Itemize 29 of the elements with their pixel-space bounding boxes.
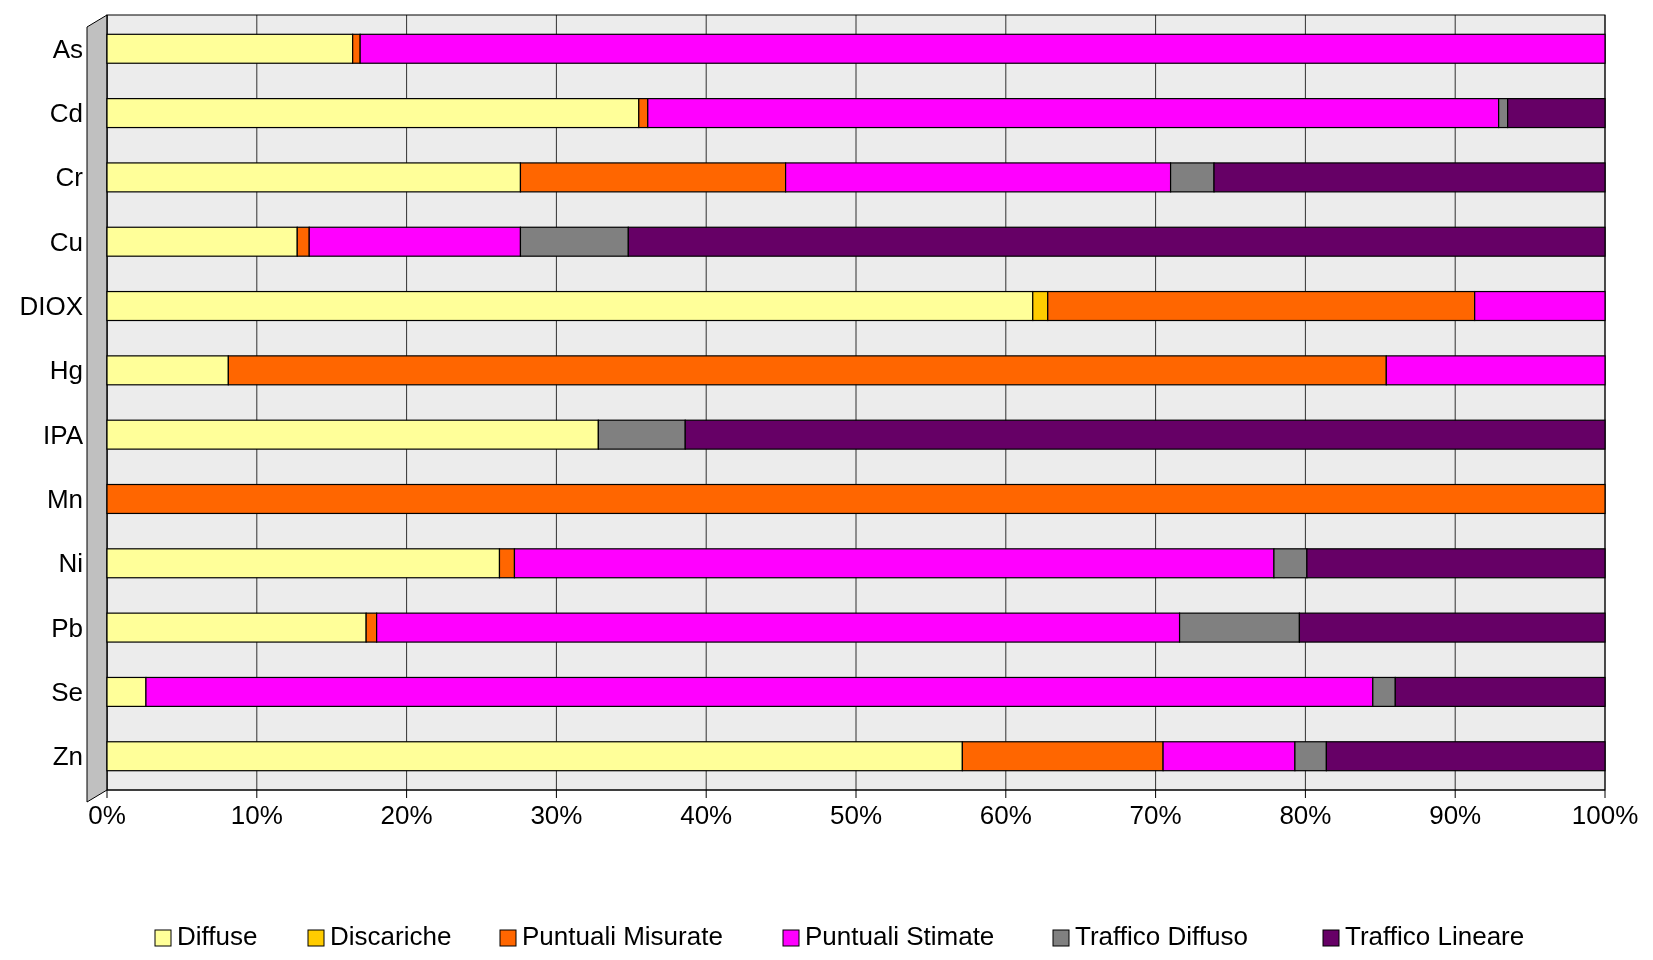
y-tick-label: DIOX [19, 291, 83, 322]
x-tick-label: 80% [1279, 800, 1332, 830]
x-tick-label: 50% [829, 800, 883, 830]
x-tick-label: 100% [1571, 800, 1639, 830]
x-tick-label: 20% [380, 800, 433, 830]
x-tick-label: 30% [530, 800, 583, 830]
y-tick-label: Mn [46, 483, 83, 514]
legend-label: Discariche [330, 921, 452, 951]
y-tick-label: Zn [52, 741, 83, 772]
legend-label: Traffico Lineare [1345, 921, 1525, 951]
x-tick-label: 90% [1429, 800, 1482, 830]
legend-label: Traffico Diffuso [1075, 921, 1248, 951]
y-tick-label: IPA [43, 419, 84, 450]
y-tick-label: Se [51, 676, 83, 707]
legend-label: Puntuali Misurate [522, 921, 723, 951]
y-tick-label: Cr [55, 162, 84, 193]
y-tick-label: Ni [58, 548, 83, 579]
legend-label: Puntuali Stimate [805, 921, 995, 951]
x-tick-label: 40% [680, 800, 733, 830]
x-tick-label: 0% [88, 800, 126, 830]
x-tick-label: 60% [979, 800, 1032, 830]
x-tick-label: 70% [1129, 800, 1182, 830]
x-tick-label: 10% [230, 800, 283, 830]
y-tick-label: Cu [49, 226, 83, 257]
legend-label: Diffuse [177, 921, 258, 951]
y-tick-label: As [52, 33, 83, 64]
y-tick-label: Hg [49, 355, 83, 386]
y-tick-label: Pb [51, 612, 83, 643]
y-tick-label: Cd [49, 98, 83, 129]
